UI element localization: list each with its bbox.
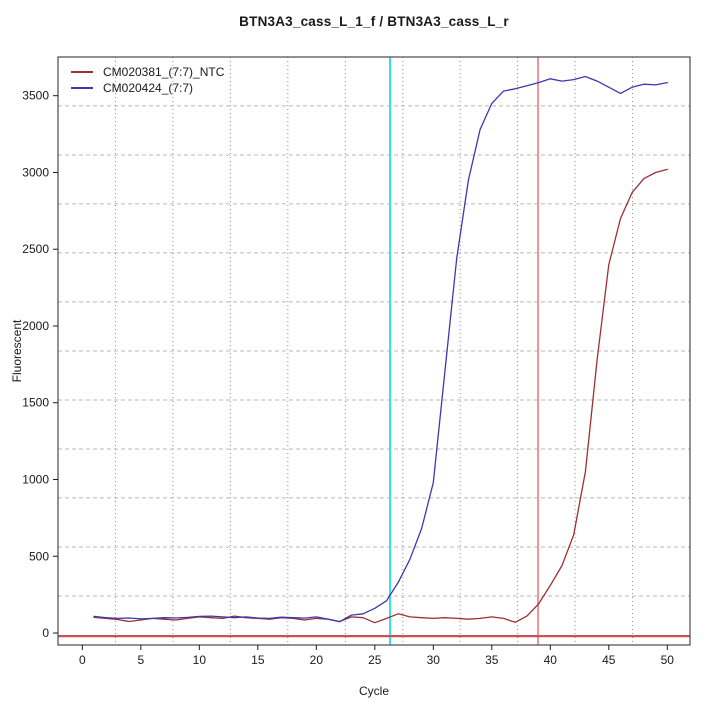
x-tick-label: 15 [251, 653, 265, 667]
legend: CM020381_(7:7)_NTC CM020424_(7:7) [71, 64, 224, 96]
y-tick-label: 1000 [22, 473, 49, 487]
x-tick-label: 5 [137, 653, 144, 667]
x-tick-label: 10 [193, 653, 207, 667]
y-tick-label: 2000 [22, 319, 49, 333]
x-tick-label: 30 [427, 653, 441, 667]
legend-row: CM020424_(7:7) [71, 80, 224, 96]
y-tick-label: 2500 [22, 242, 49, 256]
x-axis-title: Cycle [358, 684, 389, 698]
legend-line-swatch [71, 71, 93, 73]
x-tick-label: 20 [310, 653, 324, 667]
y-tick-label: 3500 [22, 89, 49, 103]
legend-label: CM020381_(7:7)_NTC [103, 65, 225, 79]
y-tick-label: 3000 [22, 165, 49, 179]
series-curve [93, 75, 668, 623]
x-tick-label: 50 [661, 653, 675, 667]
legend-row: CM020381_(7:7)_NTC [71, 64, 224, 80]
x-tick-label: 35 [485, 653, 499, 667]
y-tick-label: 500 [29, 549, 49, 563]
legend-line-swatch [71, 87, 93, 89]
y-tick-label: 1500 [22, 396, 49, 410]
y-tick-label: 0 [42, 626, 49, 640]
legend-label: CM020424_(7:7) [103, 81, 194, 95]
plot-border [57, 56, 691, 646]
x-tick-label: 45 [602, 653, 616, 667]
x-tick-label: 40 [544, 653, 558, 667]
series-curve [93, 168, 668, 624]
x-tick-label: 0 [79, 653, 86, 667]
x-tick-label: 25 [368, 653, 382, 667]
chart-title: BTN3A3_cass_L_1_f / BTN3A3_cass_L_r [239, 14, 509, 29]
